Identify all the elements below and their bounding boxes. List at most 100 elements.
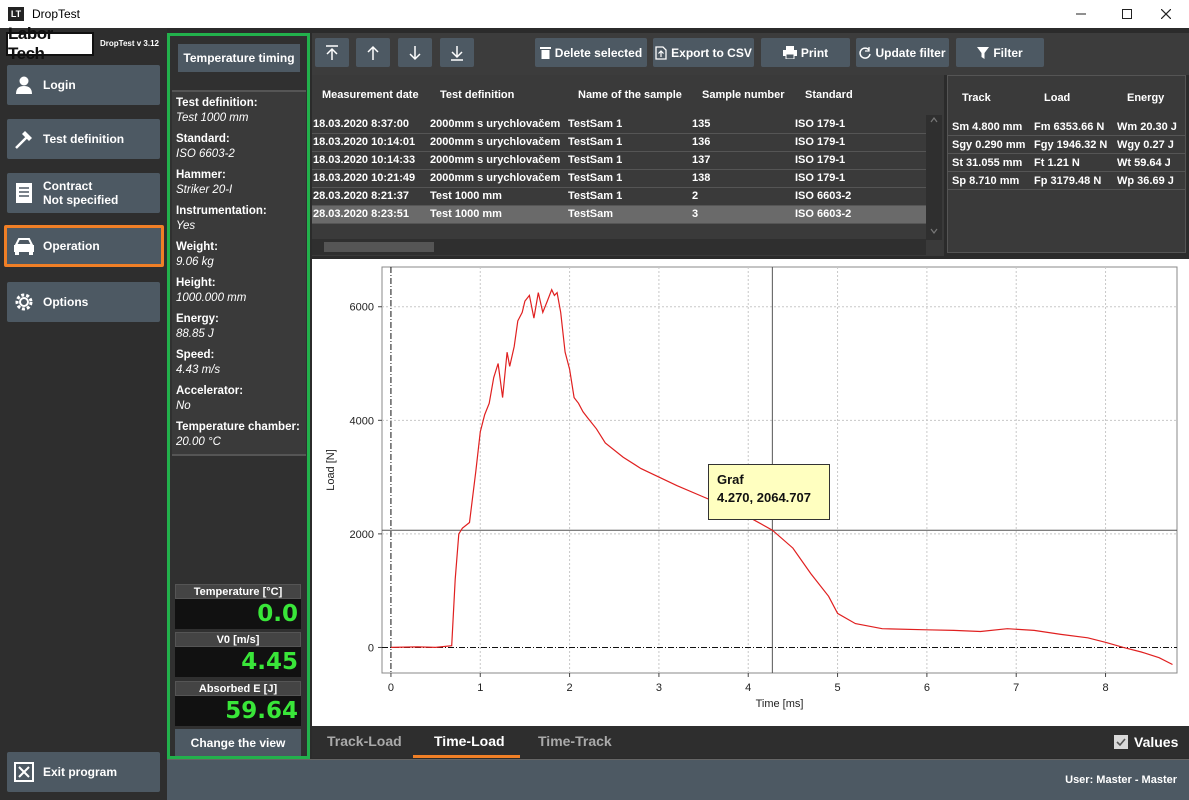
sidebar-item-operation[interactable]: Operation	[4, 225, 164, 267]
x-tick-label: 8	[1102, 682, 1108, 694]
print-button[interactable]: Print	[761, 38, 850, 67]
update-filter-label: Update filter	[875, 45, 946, 60]
table-row[interactable]: 18.03.2020 8:37:00 2000mm s urychlovačem…	[312, 116, 926, 134]
table-vertical-scrollbar[interactable]	[926, 115, 942, 240]
time-load-chart[interactable]: 0 1 2 3 4 5 6 7 8 0 2000 4000 6000 Time [ms] Load [N] …	[312, 259, 1189, 726]
view-tabs: Track-Load Time-Load Time-Track Values	[312, 726, 1189, 758]
filter-label: Filter	[993, 45, 1023, 60]
gauge-value: 59.64	[175, 696, 301, 726]
x-tick-label: 4	[745, 682, 751, 694]
column-header[interactable]: Measurement date	[322, 89, 419, 101]
table-row[interactable]: 18.03.2020 10:14:33 2000mm s urychlovače…	[312, 152, 926, 170]
title-bar: LT DropTest	[0, 0, 1189, 28]
sidebar-item-label: Options	[43, 295, 89, 309]
toolbar: Delete selected Export to CSV Print Upda…	[312, 33, 1189, 75]
table-row[interactable]: 28.03.2020 8:21:37 Test 1000 mm TestSam …	[312, 188, 926, 206]
temperature-timing-button[interactable]: Temperature timing	[178, 44, 300, 72]
tooltip-title: Graf	[717, 472, 744, 487]
car-icon	[13, 235, 35, 257]
test-parameters-list: Test definition: Test 1000 mm Standard: …	[172, 90, 306, 456]
scrollbar-thumb[interactable]	[324, 242, 434, 252]
window-title: DropTest	[32, 7, 81, 21]
param-label: Standard:	[176, 133, 230, 145]
gauge-label: Temperature [°C]	[175, 584, 301, 599]
exit-program-button[interactable]: Exit program	[7, 752, 160, 792]
close-button[interactable]	[1143, 0, 1189, 28]
x-tick-label: 7	[1013, 682, 1019, 694]
sidebar-item-label: Login	[43, 78, 76, 92]
column-header[interactable]: Test definition	[440, 89, 515, 101]
x-tick-label: 6	[924, 682, 930, 694]
param-label: Temperature chamber:	[176, 421, 300, 433]
param-value: 20.00 °C	[176, 436, 221, 448]
version-label: DropTest v 3.12	[100, 39, 159, 48]
table-row[interactable]: 18.03.2020 10:14:01 2000mm s urychlovače…	[312, 134, 926, 152]
param-value: 9.06 kg	[176, 256, 214, 268]
gauge-label: Absorbed E [J]	[175, 681, 301, 696]
sidebar-item-contract[interactable]: Contract Not specified	[7, 173, 160, 213]
user-status: User: Master - Master	[1065, 774, 1177, 786]
minimize-button[interactable]	[1058, 0, 1104, 28]
table-row[interactable]: 18.03.2020 10:21:49 2000mm s urychlovače…	[312, 170, 926, 188]
gauge-value: 0.0	[175, 599, 301, 629]
hammer-icon	[13, 128, 35, 150]
tab-time-track[interactable]: Time-Track	[538, 733, 612, 749]
column-header[interactable]: Standard	[805, 89, 853, 101]
minimize-icon	[1076, 13, 1086, 15]
column-header[interactable]: Name of the sample	[578, 89, 682, 101]
app-icon: LT	[8, 7, 24, 21]
v0-gauge: V0 [m/s] 4.45	[175, 632, 301, 678]
status-bar: User: Master - Master	[167, 759, 1189, 800]
tab-track-load[interactable]: Track-Load	[327, 733, 402, 749]
param-label: Weight:	[176, 241, 218, 253]
update-filter-button[interactable]: Update filter	[856, 38, 949, 67]
y-axis-label: Load [N]	[325, 449, 337, 491]
filter-button[interactable]: Filter	[956, 38, 1044, 67]
move-up-button[interactable]	[356, 38, 390, 67]
export-file-icon	[655, 45, 667, 60]
export-csv-button[interactable]: Export to CSV	[653, 38, 754, 67]
trash-icon	[539, 47, 551, 59]
sidebar-item-label: Test definition	[43, 132, 125, 146]
param-value: Test 1000 mm	[176, 112, 249, 124]
param-label: Hammer:	[176, 169, 226, 181]
maximize-button[interactable]	[1104, 0, 1150, 28]
delete-selected-button[interactable]: Delete selected	[535, 38, 647, 67]
param-label: Test definition:	[176, 97, 258, 109]
x-axis-label: Time [ms]	[756, 698, 804, 710]
sidebar-item-test-definition[interactable]: Test definition	[7, 119, 160, 159]
temperature-gauge: Temperature [°C] 0.0	[175, 584, 301, 630]
param-value: No	[176, 400, 191, 412]
sidebar-item-label: Operation	[43, 239, 100, 253]
move-last-button[interactable]	[440, 38, 474, 67]
tab-time-load[interactable]: Time-Load	[434, 733, 505, 749]
move-down-button[interactable]	[398, 38, 432, 67]
param-label: Accelerator:	[176, 385, 244, 397]
values-checkbox[interactable]	[1114, 735, 1128, 749]
close-icon	[1161, 9, 1171, 19]
arrow-bottom-icon	[451, 45, 463, 61]
contract-status: Not specified	[43, 193, 119, 207]
delete-selected-label: Delete selected	[554, 45, 643, 60]
gauge-value: 4.45	[175, 647, 301, 677]
results-row: Sm 4.800 mm Fm 6353.66 N Wm 20.30 J	[948, 118, 1185, 136]
param-value: 4.43 m/s	[176, 364, 221, 376]
table-horizontal-scrollbar[interactable]	[312, 239, 926, 255]
arrow-up-icon	[367, 45, 379, 60]
move-first-button[interactable]	[315, 38, 349, 67]
sidebar-item-login[interactable]: Login	[7, 65, 160, 105]
column-header[interactable]: Sample number	[702, 89, 785, 101]
sidebar-item-options[interactable]: Options	[7, 282, 160, 322]
document-icon	[13, 182, 35, 204]
printer-icon	[782, 46, 797, 59]
table-row-selected[interactable]: 28.03.2020 8:23:51 Test 1000 mm TestSam …	[312, 206, 926, 224]
values-label[interactable]: Values	[1134, 734, 1179, 750]
x-tick-label: 5	[834, 682, 840, 694]
load-series-line	[390, 288, 1173, 666]
gauge-label: V0 [m/s]	[175, 632, 301, 647]
results-panel: Track Load Energy Sm 4.800 mm Fm 6353.66…	[947, 75, 1186, 253]
y-tick-label: 0	[368, 642, 374, 654]
param-value: Striker 20-I	[176, 184, 233, 196]
change-view-button[interactable]: Change the view	[175, 729, 301, 756]
labortech-logo: Labor Tech	[6, 24, 94, 63]
